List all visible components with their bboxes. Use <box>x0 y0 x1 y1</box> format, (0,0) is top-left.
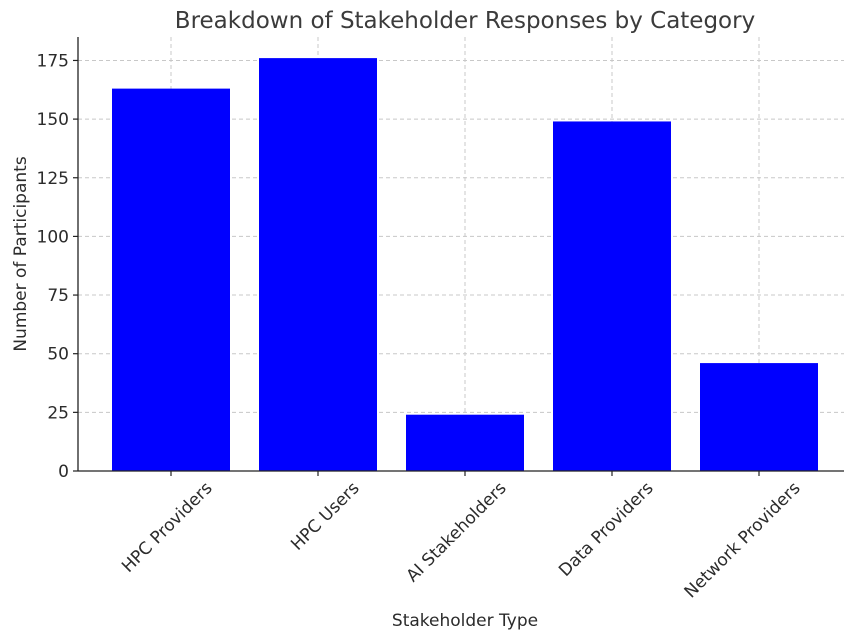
y-tick-label: 100 <box>37 227 69 247</box>
chart-title: Breakdown of Stakeholder Responses by Ca… <box>175 8 755 34</box>
y-tick-label: 175 <box>37 51 69 71</box>
x-tick-label: HPC Users <box>287 478 363 554</box>
bar-data-providers <box>553 121 671 472</box>
y-tick-label: 150 <box>37 110 69 130</box>
y-tick-label: 25 <box>47 403 69 423</box>
x-axis-label: Stakeholder Type <box>392 611 538 631</box>
y-tick-label: 50 <box>47 345 69 365</box>
bar-ai-stakeholders <box>406 414 524 471</box>
x-tick-label: AI Stakeholders <box>403 478 511 586</box>
x-tick-label: Data Providers <box>555 478 658 581</box>
y-tick-label: 75 <box>47 286 69 306</box>
y-tick-label: 125 <box>37 169 69 189</box>
x-tick-label: Network Providers <box>681 478 805 602</box>
bar-hpc-providers <box>112 88 230 471</box>
y-axis-label: Number of Participants <box>11 156 31 351</box>
bar-network-providers <box>700 363 818 471</box>
x-tick-label: HPC Providers <box>118 478 217 577</box>
bar-hpc-users <box>259 58 377 471</box>
bars <box>112 58 818 472</box>
y-tick-label: 0 <box>58 462 69 482</box>
